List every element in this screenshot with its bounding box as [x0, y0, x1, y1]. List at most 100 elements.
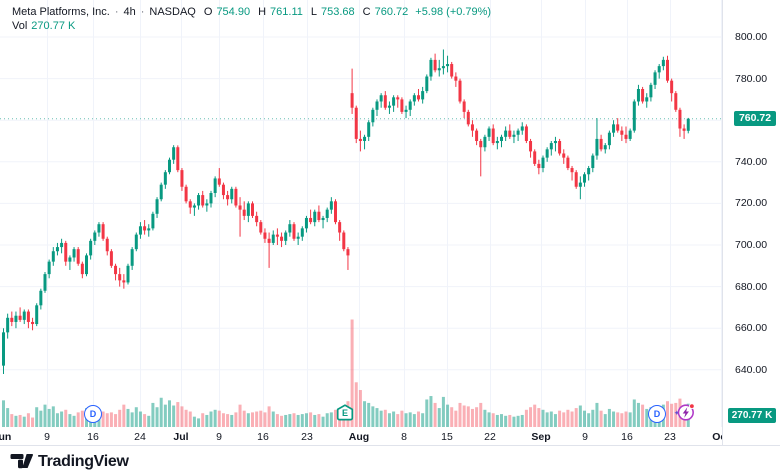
candle-body — [97, 224, 101, 233]
volume-bar — [134, 407, 138, 427]
volume-bar — [512, 416, 516, 427]
candle-body — [470, 124, 474, 131]
candle-body — [338, 222, 342, 233]
volume-bar — [292, 413, 296, 427]
candle-body — [371, 109, 375, 123]
close-value: 760.72 — [374, 6, 409, 18]
candle-body — [238, 205, 242, 210]
volume-bar — [587, 413, 591, 427]
candle-body — [184, 186, 188, 202]
tradingview-logo[interactable]: TradingView — [10, 453, 129, 470]
candle-body — [516, 130, 520, 135]
candle-body — [429, 59, 433, 77]
exchange-label: NASDAQ — [149, 6, 196, 18]
volume-bar — [267, 406, 271, 427]
dividend-letter: D — [89, 409, 97, 419]
volume-bar — [10, 414, 14, 427]
volume-bar — [375, 408, 379, 427]
legend-symbol-row[interactable]: Meta Platforms, Inc. · 4h · NASDAQ O 754… — [12, 5, 491, 19]
volume-bar — [479, 402, 483, 427]
candle-body — [441, 66, 445, 69]
volume-bar — [379, 410, 383, 427]
candle-body — [421, 91, 425, 100]
candle-body — [313, 211, 317, 223]
candle-body — [545, 149, 549, 158]
volume-bar — [31, 417, 35, 427]
time-axis-label: 22 — [484, 431, 496, 443]
candle-body — [226, 195, 230, 200]
candle-body — [85, 255, 88, 275]
legend: Meta Platforms, Inc. · 4h · NASDAQ O 754… — [12, 5, 491, 33]
marker-flash[interactable] — [673, 402, 695, 422]
candle-body — [392, 97, 396, 106]
volume-bar — [72, 415, 76, 427]
price-axis-label: 800.00 — [735, 31, 768, 43]
candle-body — [255, 215, 259, 223]
candle-body — [363, 136, 367, 141]
candle-body — [230, 188, 234, 200]
marker-earnings[interactable]: E — [336, 404, 354, 421]
candle-body — [666, 59, 669, 81]
volume-bar — [184, 409, 188, 427]
candle-body — [529, 141, 533, 152]
candle-body — [624, 134, 628, 139]
volume-bar — [209, 411, 213, 427]
candle-body — [379, 95, 383, 102]
volume-bar — [130, 412, 134, 427]
chart-canvas[interactable] — [0, 0, 780, 446]
marker-dividend-1[interactable]: D — [84, 405, 102, 423]
volume-bar — [280, 415, 284, 427]
time-axis-label: 15 — [441, 431, 453, 443]
time-axis-label: Aug — [348, 431, 370, 443]
volume-bar — [321, 416, 325, 427]
candle-body — [55, 247, 59, 252]
candle-body — [653, 72, 657, 85]
volume-bar — [645, 408, 649, 427]
volume-bar — [325, 413, 329, 427]
candle-body — [267, 238, 271, 243]
volume-bar — [275, 414, 279, 427]
svg-text:E: E — [342, 408, 348, 418]
candle-body — [151, 213, 155, 229]
volume-bar — [155, 407, 159, 427]
tradingview-logo-icon — [10, 454, 33, 469]
candle-body — [495, 141, 499, 144]
candle-body — [412, 95, 416, 102]
volume-bar — [226, 414, 230, 427]
candle-body — [43, 274, 47, 291]
candle-body — [450, 64, 454, 77]
volume-bar — [404, 413, 408, 427]
time-axis-label: 16 — [621, 431, 633, 443]
candle-body — [578, 182, 582, 187]
candle-body — [325, 209, 329, 218]
time-scale[interactable]: Jun91624Jul91623Aug81522Sep91623Oct — [0, 427, 780, 446]
candle-body — [587, 168, 591, 175]
volume-bar — [159, 397, 163, 427]
volume-bar — [607, 408, 611, 427]
volume-bar — [545, 412, 549, 427]
volume-bar — [483, 409, 487, 427]
candle-body — [80, 263, 84, 275]
marker-dividend-2[interactable]: D — [648, 405, 666, 423]
volume-bar — [620, 413, 624, 427]
volume-bar — [172, 405, 176, 427]
candle-body — [678, 109, 682, 129]
candle-body — [417, 95, 420, 100]
candle-body — [383, 95, 387, 108]
candle-body — [466, 111, 470, 125]
candle-body — [616, 124, 620, 131]
volume-bar — [255, 411, 259, 427]
candle-body — [670, 80, 674, 94]
volume-badge: 270.77 K — [728, 408, 776, 423]
time-axis-label: 16 — [257, 431, 269, 443]
volume-bar — [371, 406, 375, 427]
price-scale[interactable]: 800.00 780.00 740.00 720.00 700.00 680.00 660.… — [722, 0, 780, 445]
volume-bar — [192, 416, 196, 427]
volume-bar — [234, 412, 238, 427]
volume-bar — [508, 414, 512, 427]
candle-body — [649, 84, 653, 98]
candle-body — [458, 80, 462, 102]
price-axis-label: 780.00 — [735, 72, 768, 85]
volume-bar — [437, 408, 441, 427]
candle-body — [35, 305, 39, 325]
